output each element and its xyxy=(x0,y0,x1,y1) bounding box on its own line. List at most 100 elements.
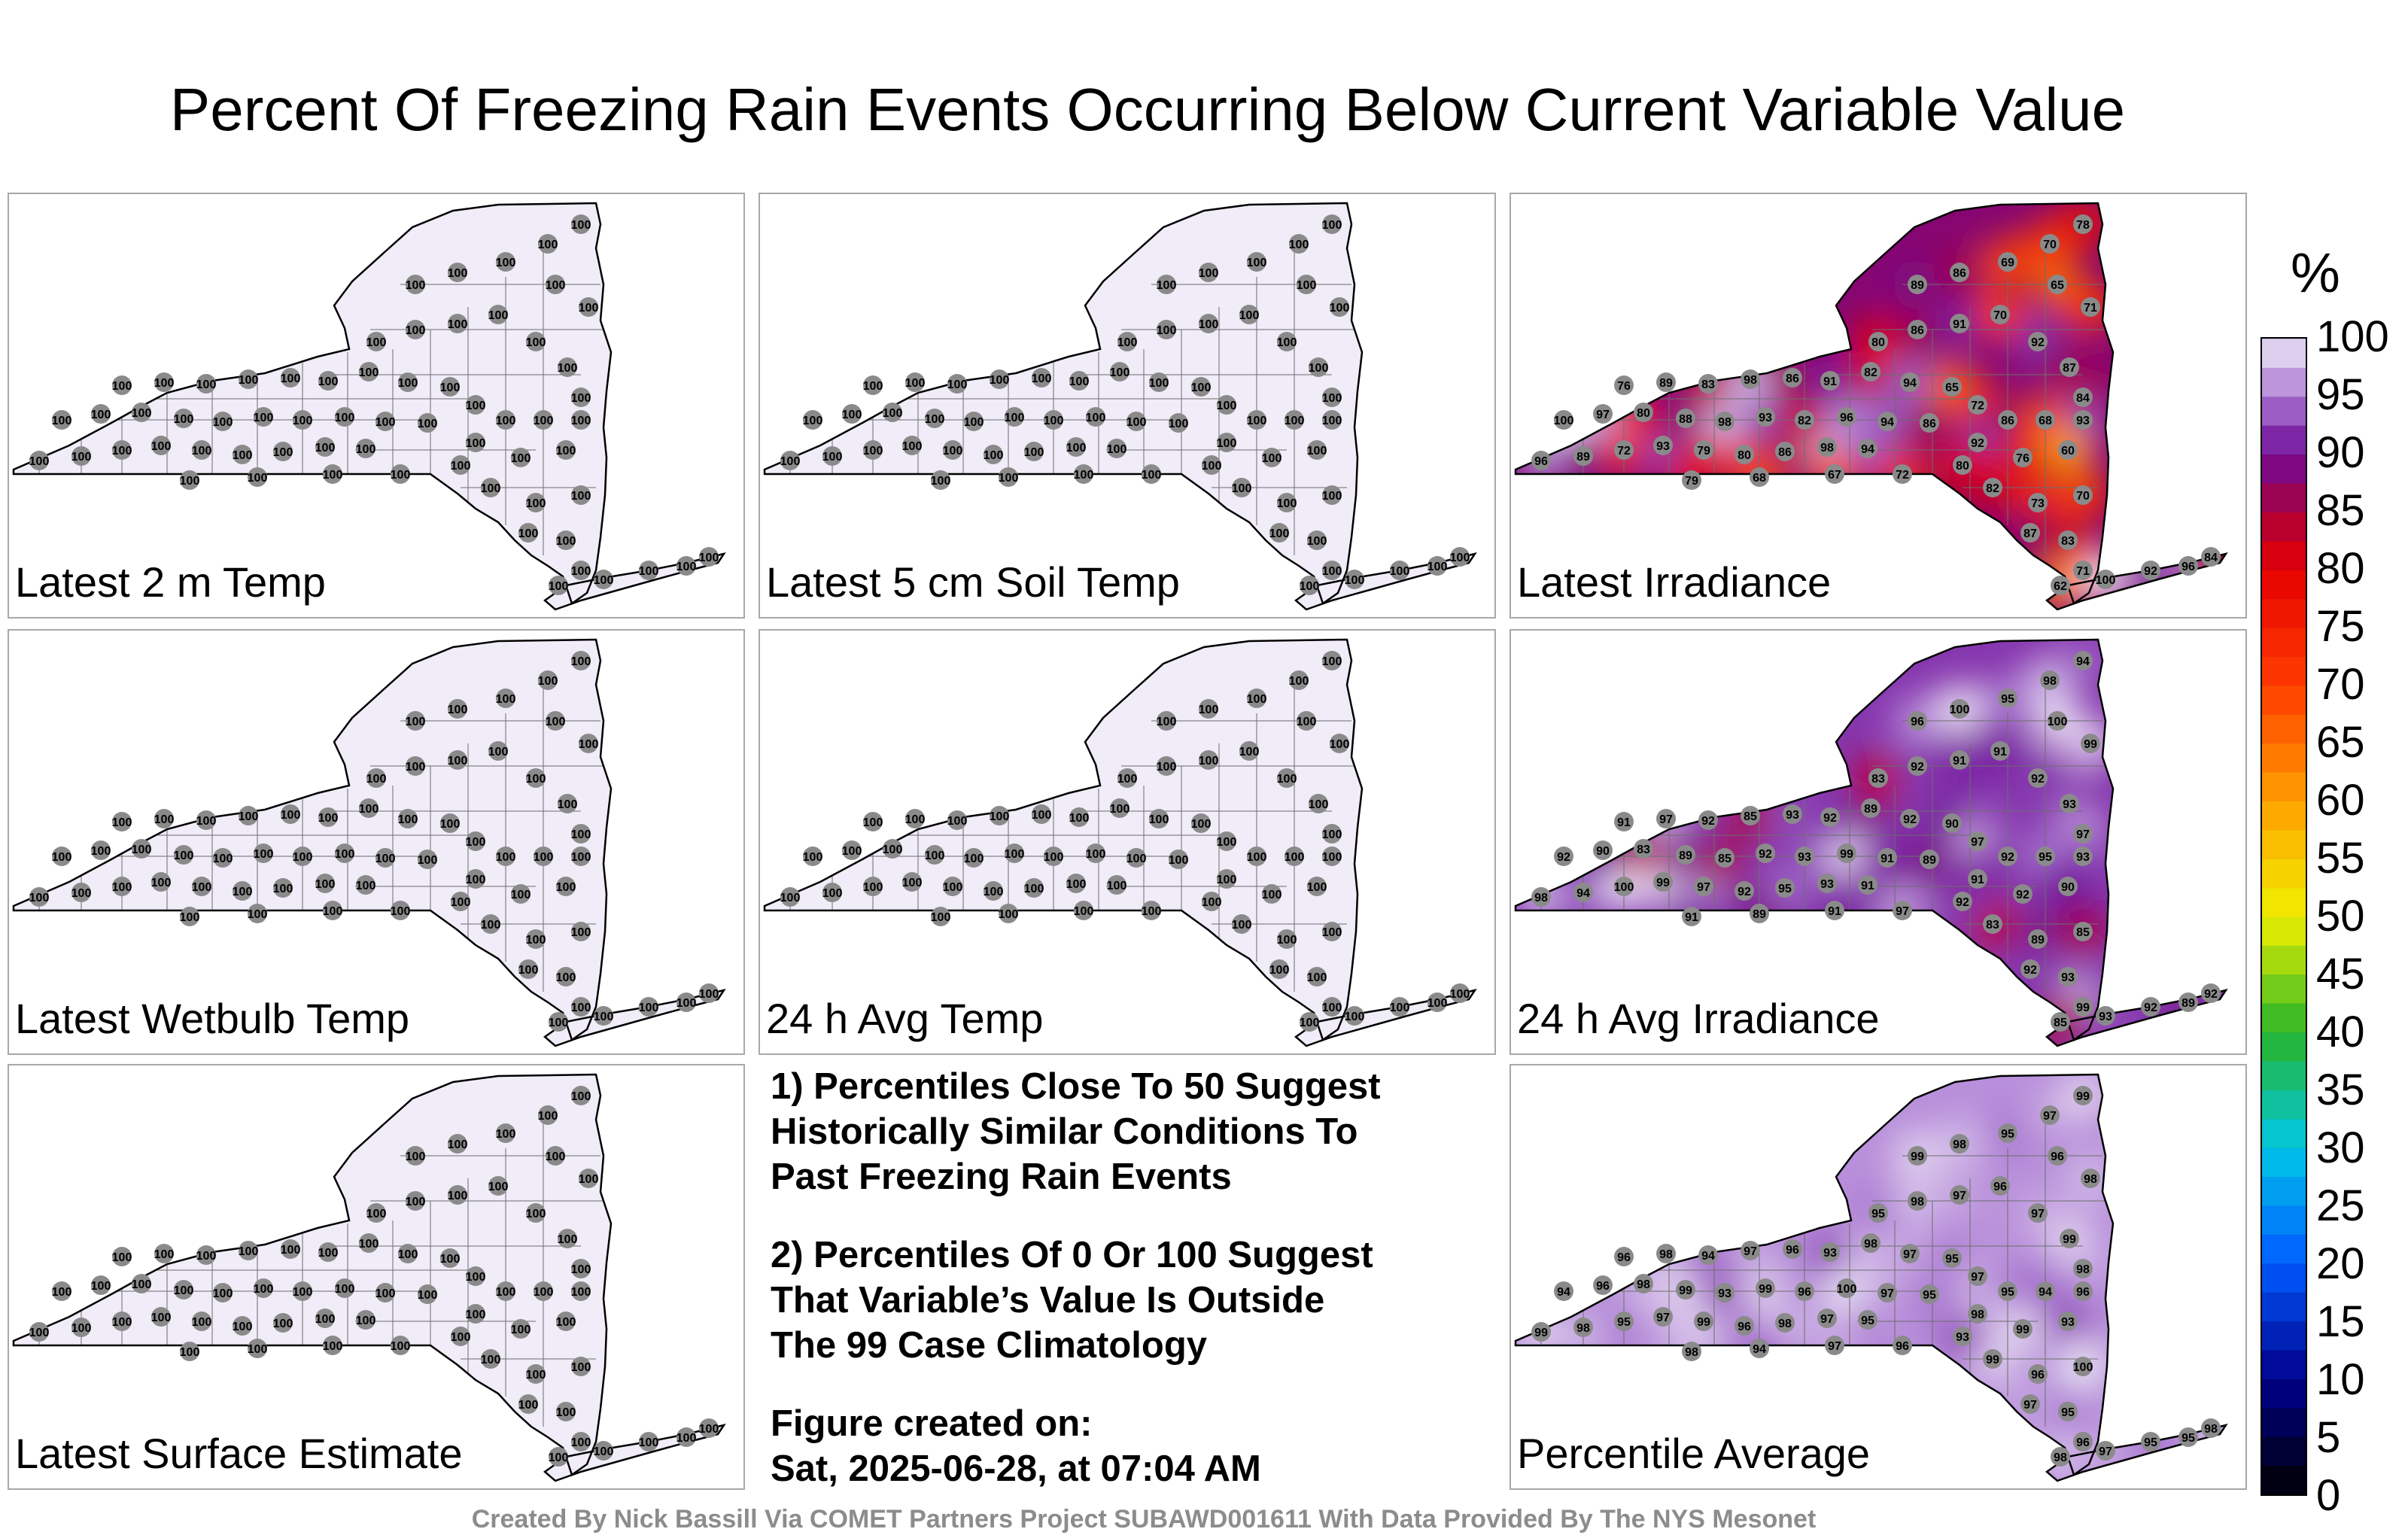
svg-text:99: 99 xyxy=(2063,1233,2076,1246)
station-marker: 100 xyxy=(943,877,962,896)
station-marker: 76 xyxy=(2013,448,2033,467)
station-marker: 80 xyxy=(1953,455,1972,475)
station-marker: 100 xyxy=(451,1327,470,1346)
svg-text:100: 100 xyxy=(273,446,293,459)
svg-text:100: 100 xyxy=(931,475,951,488)
svg-text:97: 97 xyxy=(1903,1248,1917,1261)
svg-text:100: 100 xyxy=(1005,412,1025,424)
svg-text:100: 100 xyxy=(1300,1017,1320,1029)
colorbar-tick-label: 15 xyxy=(2316,1297,2365,1346)
station-marker: 100 xyxy=(594,1441,613,1461)
station-marker: 100 xyxy=(571,1432,591,1451)
station-marker: 100 xyxy=(1247,847,1266,866)
svg-text:100: 100 xyxy=(52,1286,72,1299)
station-marker: 100 xyxy=(391,1336,410,1355)
svg-text:89: 89 xyxy=(1659,377,1673,390)
svg-text:100: 100 xyxy=(398,377,418,390)
svg-text:100: 100 xyxy=(594,1011,614,1023)
svg-text:100: 100 xyxy=(213,416,233,429)
svg-text:100: 100 xyxy=(1217,400,1237,412)
svg-text:72: 72 xyxy=(1896,469,1909,482)
svg-text:100: 100 xyxy=(112,1316,132,1329)
svg-text:95: 95 xyxy=(2061,1406,2075,1419)
station-marker: 100 xyxy=(440,813,460,833)
svg-text:100: 100 xyxy=(1066,442,1087,454)
station-marker: 95 xyxy=(1920,1284,1939,1304)
station-marker: 100 xyxy=(248,1339,267,1358)
svg-text:100: 100 xyxy=(1269,964,1290,977)
station-marker: 86 xyxy=(1920,413,1939,433)
station-marker: 100 xyxy=(496,688,515,708)
svg-text:85: 85 xyxy=(1718,853,1732,865)
svg-text:100: 100 xyxy=(1309,798,1329,811)
station-marker: 100 xyxy=(318,807,338,827)
station-marker: 86 xyxy=(1908,320,1927,339)
station-marker: 100 xyxy=(1074,901,1093,920)
svg-text:89: 89 xyxy=(1753,908,1766,921)
station-marker: 100 xyxy=(356,1310,375,1330)
svg-text:96: 96 xyxy=(1738,1321,1751,1333)
station-marker: 91 xyxy=(1682,907,1701,926)
station-marker: 100 xyxy=(1269,959,1290,979)
station-marker: 100 xyxy=(315,1309,335,1328)
station-marker: 93 xyxy=(2096,1006,2115,1026)
station-marker: 95 xyxy=(1998,1281,2017,1301)
station-marker: 99 xyxy=(1694,1312,1713,1331)
station-marker: 100 xyxy=(1149,372,1169,392)
svg-text:100: 100 xyxy=(558,1233,578,1246)
station-marker: 71 xyxy=(2073,561,2093,580)
svg-text:87: 87 xyxy=(2023,527,2037,540)
svg-text:94: 94 xyxy=(1753,1343,1766,1356)
svg-text:91: 91 xyxy=(1685,911,1698,924)
svg-text:95: 95 xyxy=(2001,1128,2014,1141)
svg-text:100: 100 xyxy=(1837,1283,1857,1296)
station-marker: 89 xyxy=(1573,446,1593,466)
station-marker: 100 xyxy=(112,1247,132,1266)
svg-text:100: 100 xyxy=(359,366,379,379)
station-marker: 100 xyxy=(359,1233,379,1253)
station-marker: 97 xyxy=(2096,1441,2115,1461)
colorbar-tick-label: 85 xyxy=(2316,486,2365,535)
station-marker: 97 xyxy=(1593,404,1613,424)
svg-text:97: 97 xyxy=(1880,1287,1894,1300)
svg-text:100: 100 xyxy=(639,1436,659,1449)
svg-text:86: 86 xyxy=(1786,372,1799,385)
station-marker: 100 xyxy=(1322,485,1342,505)
station-marker: 100 xyxy=(947,374,967,394)
svg-text:100: 100 xyxy=(132,1278,152,1291)
station-marker: 94 xyxy=(1573,883,1593,902)
station-marker: 100 xyxy=(273,878,293,898)
svg-text:86: 86 xyxy=(1911,324,1924,337)
svg-text:100: 100 xyxy=(1330,738,1350,751)
station-marker: 100 xyxy=(466,869,485,889)
svg-text:94: 94 xyxy=(1576,887,1590,900)
svg-text:100: 100 xyxy=(406,761,426,774)
station-marker: 100 xyxy=(112,375,132,395)
station-marker: 100 xyxy=(418,850,437,869)
svg-text:100: 100 xyxy=(1322,490,1342,503)
station-marker: 100 xyxy=(534,410,553,430)
station-marker: 86 xyxy=(1775,442,1795,461)
svg-text:100: 100 xyxy=(964,853,984,865)
svg-text:100: 100 xyxy=(1322,926,1342,939)
station-marker: 100 xyxy=(281,804,300,824)
svg-text:100: 100 xyxy=(1300,580,1320,593)
station-marker: 100 xyxy=(511,448,531,467)
svg-text:92: 92 xyxy=(1738,886,1751,898)
station-marker: 100 xyxy=(1044,847,1063,866)
station-marker: 90 xyxy=(2058,877,2078,896)
svg-text:100: 100 xyxy=(239,1245,259,1258)
station-marker: 91 xyxy=(1825,901,1844,920)
svg-text:99: 99 xyxy=(1679,1284,1692,1297)
station-marker: 100 xyxy=(2096,570,2115,589)
svg-text:100: 100 xyxy=(52,415,72,427)
station-marker: 100 xyxy=(91,1275,111,1295)
svg-text:100: 100 xyxy=(1117,773,1138,786)
svg-text:99: 99 xyxy=(2084,738,2097,751)
station-marker: 100 xyxy=(254,1278,273,1298)
svg-text:96: 96 xyxy=(1534,455,1548,468)
svg-text:100: 100 xyxy=(558,362,578,375)
svg-text:92: 92 xyxy=(2144,1002,2157,1014)
station-marker: 100 xyxy=(546,275,565,294)
